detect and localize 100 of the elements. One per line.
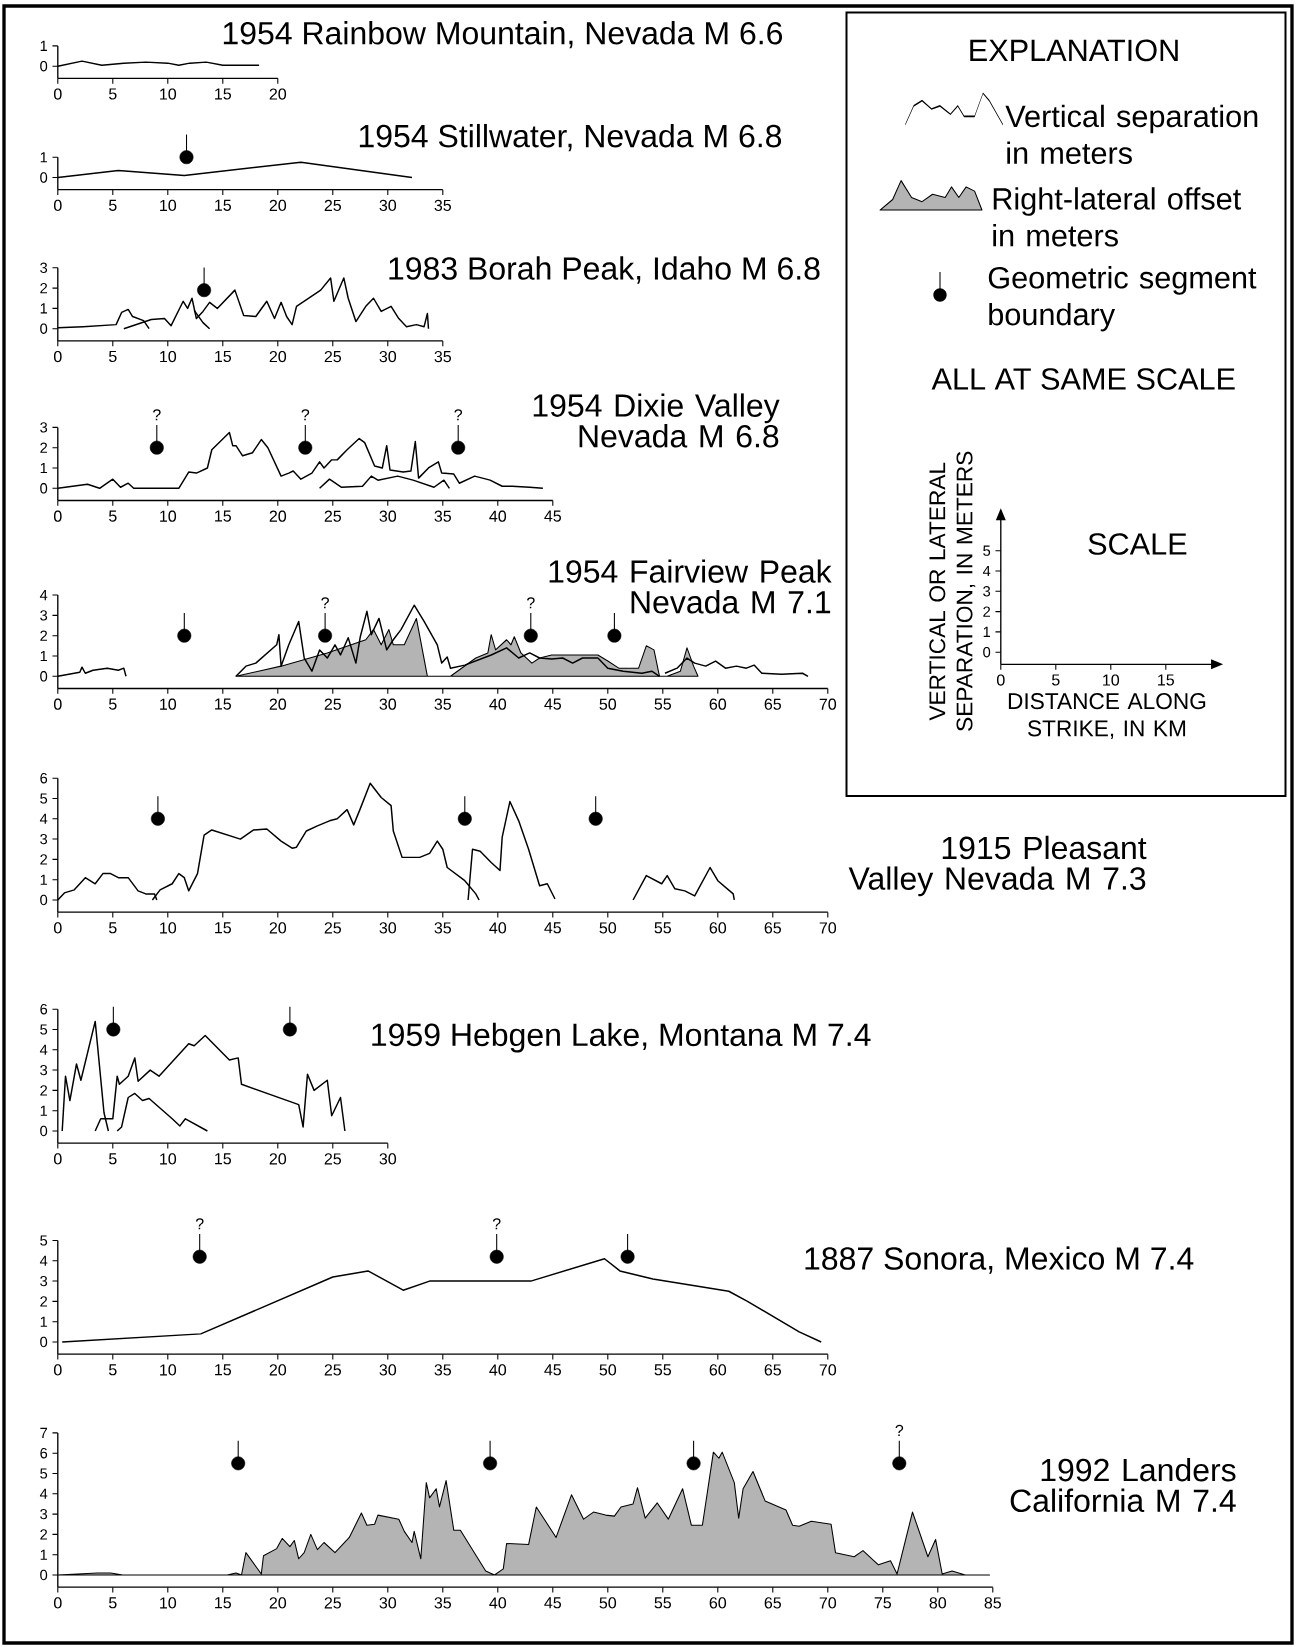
- x-tick-label: 15: [215, 1597, 232, 1609]
- x-tick-label: 55: [654, 698, 672, 710]
- x-tick-label: 5: [109, 199, 117, 211]
- chart-title: 1954 Fairview Peak Nevada M 7.1: [549, 559, 832, 614]
- x-tick-label: 15: [215, 510, 232, 522]
- y-tick-label: 0: [40, 1336, 48, 1348]
- x-tick-label: 30: [379, 1597, 397, 1609]
- x-tick-label: 25: [324, 1153, 342, 1165]
- x-tick-label: 5: [1052, 674, 1060, 686]
- y-tick-label: 3: [40, 262, 48, 273]
- y-tick-label: 5: [983, 545, 991, 556]
- annotation: ?: [454, 409, 463, 421]
- x-tick-label: 45: [544, 510, 562, 522]
- x-tick-label: 20: [269, 1153, 287, 1165]
- y-tick-label: 3: [40, 610, 48, 621]
- y-tick-label: 3: [40, 1064, 48, 1076]
- x-tick-label: 20: [269, 1364, 287, 1376]
- x-tick-label: 55: [654, 1597, 672, 1609]
- x-tick-label: 30: [379, 698, 397, 710]
- x-tick-label: 5: [109, 510, 117, 522]
- x-tick-label: 85: [984, 1597, 1002, 1609]
- x-tick-label: 30: [379, 199, 397, 212]
- x-tick-label: 0: [53, 199, 62, 212]
- y-tick-label: 1: [40, 1105, 48, 1116]
- y-tick-label: 1: [40, 874, 48, 885]
- y-tick-label: 6: [40, 1004, 48, 1015]
- x-tick-label: 75: [874, 1597, 892, 1609]
- x-tick-label: 0: [53, 922, 62, 934]
- y-tick-label: 6: [40, 773, 48, 784]
- text: 1887 Sonora, Mexico M 7.4: [805, 1246, 1194, 1274]
- x-tick-label: 10: [160, 922, 177, 934]
- x-tick-label: 20: [269, 199, 287, 212]
- y-tick-label: 2: [40, 1296, 48, 1307]
- x-tick-label: 50: [599, 1364, 617, 1376]
- x-tick-label: 55: [654, 1364, 672, 1376]
- x-tick-label: 40: [489, 698, 507, 710]
- x-tick-label: 0: [53, 88, 62, 100]
- x-tick-label: 5: [109, 1153, 117, 1165]
- x-tick-label: 0: [53, 1153, 62, 1165]
- annotation: ?: [195, 1218, 204, 1230]
- x-tick-label: 25: [324, 1364, 342, 1376]
- x-tick-label: 50: [599, 698, 617, 710]
- x-tick-label: 30: [379, 510, 397, 522]
- y-tick-label: 1: [40, 152, 48, 163]
- x-tick-label: 5: [109, 922, 117, 934]
- x-tick-label: 40: [489, 510, 507, 522]
- y-axis-title: VERTICAL OR LATERAL SEPARATION, IN METERS: [929, 451, 976, 731]
- y-tick-label: 2: [40, 282, 48, 294]
- y-tick-label: 1: [40, 650, 48, 662]
- annotation: ?: [301, 409, 310, 421]
- text: Right-lateral offset in meters: [993, 187, 1242, 247]
- x-tick-label: 60: [709, 1597, 727, 1609]
- x-tick-label: 10: [160, 698, 177, 710]
- x-tick-label: 25: [324, 1597, 342, 1609]
- y-tick-label: 5: [40, 1468, 48, 1479]
- x-tick-label: 50: [599, 922, 617, 934]
- x-axis-title: DISTANCE ALONG STRIKE, IN KM: [1008, 693, 1206, 740]
- x-tick-label: 25: [324, 510, 342, 522]
- x-tick-label: 80: [929, 1597, 947, 1609]
- x-tick-label: 20: [269, 350, 287, 363]
- x-tick-label: 0: [996, 674, 1005, 686]
- x-tick-label: 0: [53, 350, 62, 363]
- x-tick-label: 10: [160, 1364, 177, 1376]
- annotation: ?: [153, 409, 161, 421]
- x-tick-label: 0: [53, 1364, 62, 1376]
- x-tick-label: 20: [269, 88, 287, 100]
- x-tick-label: 35: [434, 698, 452, 710]
- x-tick-label: 5: [109, 1597, 117, 1609]
- y-tick-label: 4: [39, 590, 48, 601]
- x-tick-label: 25: [324, 698, 342, 710]
- x-tick-label: 10: [160, 88, 177, 100]
- y-tick-label: 2: [983, 606, 991, 617]
- x-tick-label: 5: [109, 698, 117, 710]
- x-tick-label: 15: [215, 1153, 232, 1165]
- x-tick-label: 35: [434, 510, 452, 522]
- y-tick-label: 0: [40, 894, 48, 906]
- x-tick-label: 15: [215, 88, 232, 100]
- x-tick-label: 0: [53, 698, 62, 710]
- x-tick-label: 15: [1158, 674, 1175, 686]
- y-tick-label: 1: [40, 303, 48, 314]
- y-tick-label: 0: [40, 61, 48, 72]
- y-tick-label: 1: [40, 40, 48, 51]
- y-tick-label: 0: [40, 172, 48, 183]
- annotation: ?: [895, 1424, 904, 1436]
- x-tick-label: 45: [544, 922, 562, 934]
- y-tick-label: 3: [983, 586, 991, 597]
- y-tick-label: 2: [40, 442, 48, 453]
- y-tick-label: 1: [40, 1549, 48, 1560]
- x-tick-label: 65: [764, 1597, 782, 1609]
- y-tick-label: 3: [40, 833, 48, 845]
- x-tick-label: 45: [544, 698, 562, 710]
- x-tick-label: 15: [215, 1364, 232, 1376]
- y-tick-label: 0: [40, 1125, 48, 1137]
- text: 1915 Pleasant Valley Nevada M 7.3: [848, 835, 1147, 897]
- y-tick-label: 4: [39, 813, 48, 824]
- x-tick-label: 5: [109, 350, 117, 363]
- text: 1983 Borah Peak, Idaho M 6.8: [389, 256, 820, 284]
- x-tick-label: 25: [324, 922, 342, 934]
- y-tick-label: 3: [40, 1275, 48, 1287]
- y-tick-label: 7: [40, 1427, 48, 1438]
